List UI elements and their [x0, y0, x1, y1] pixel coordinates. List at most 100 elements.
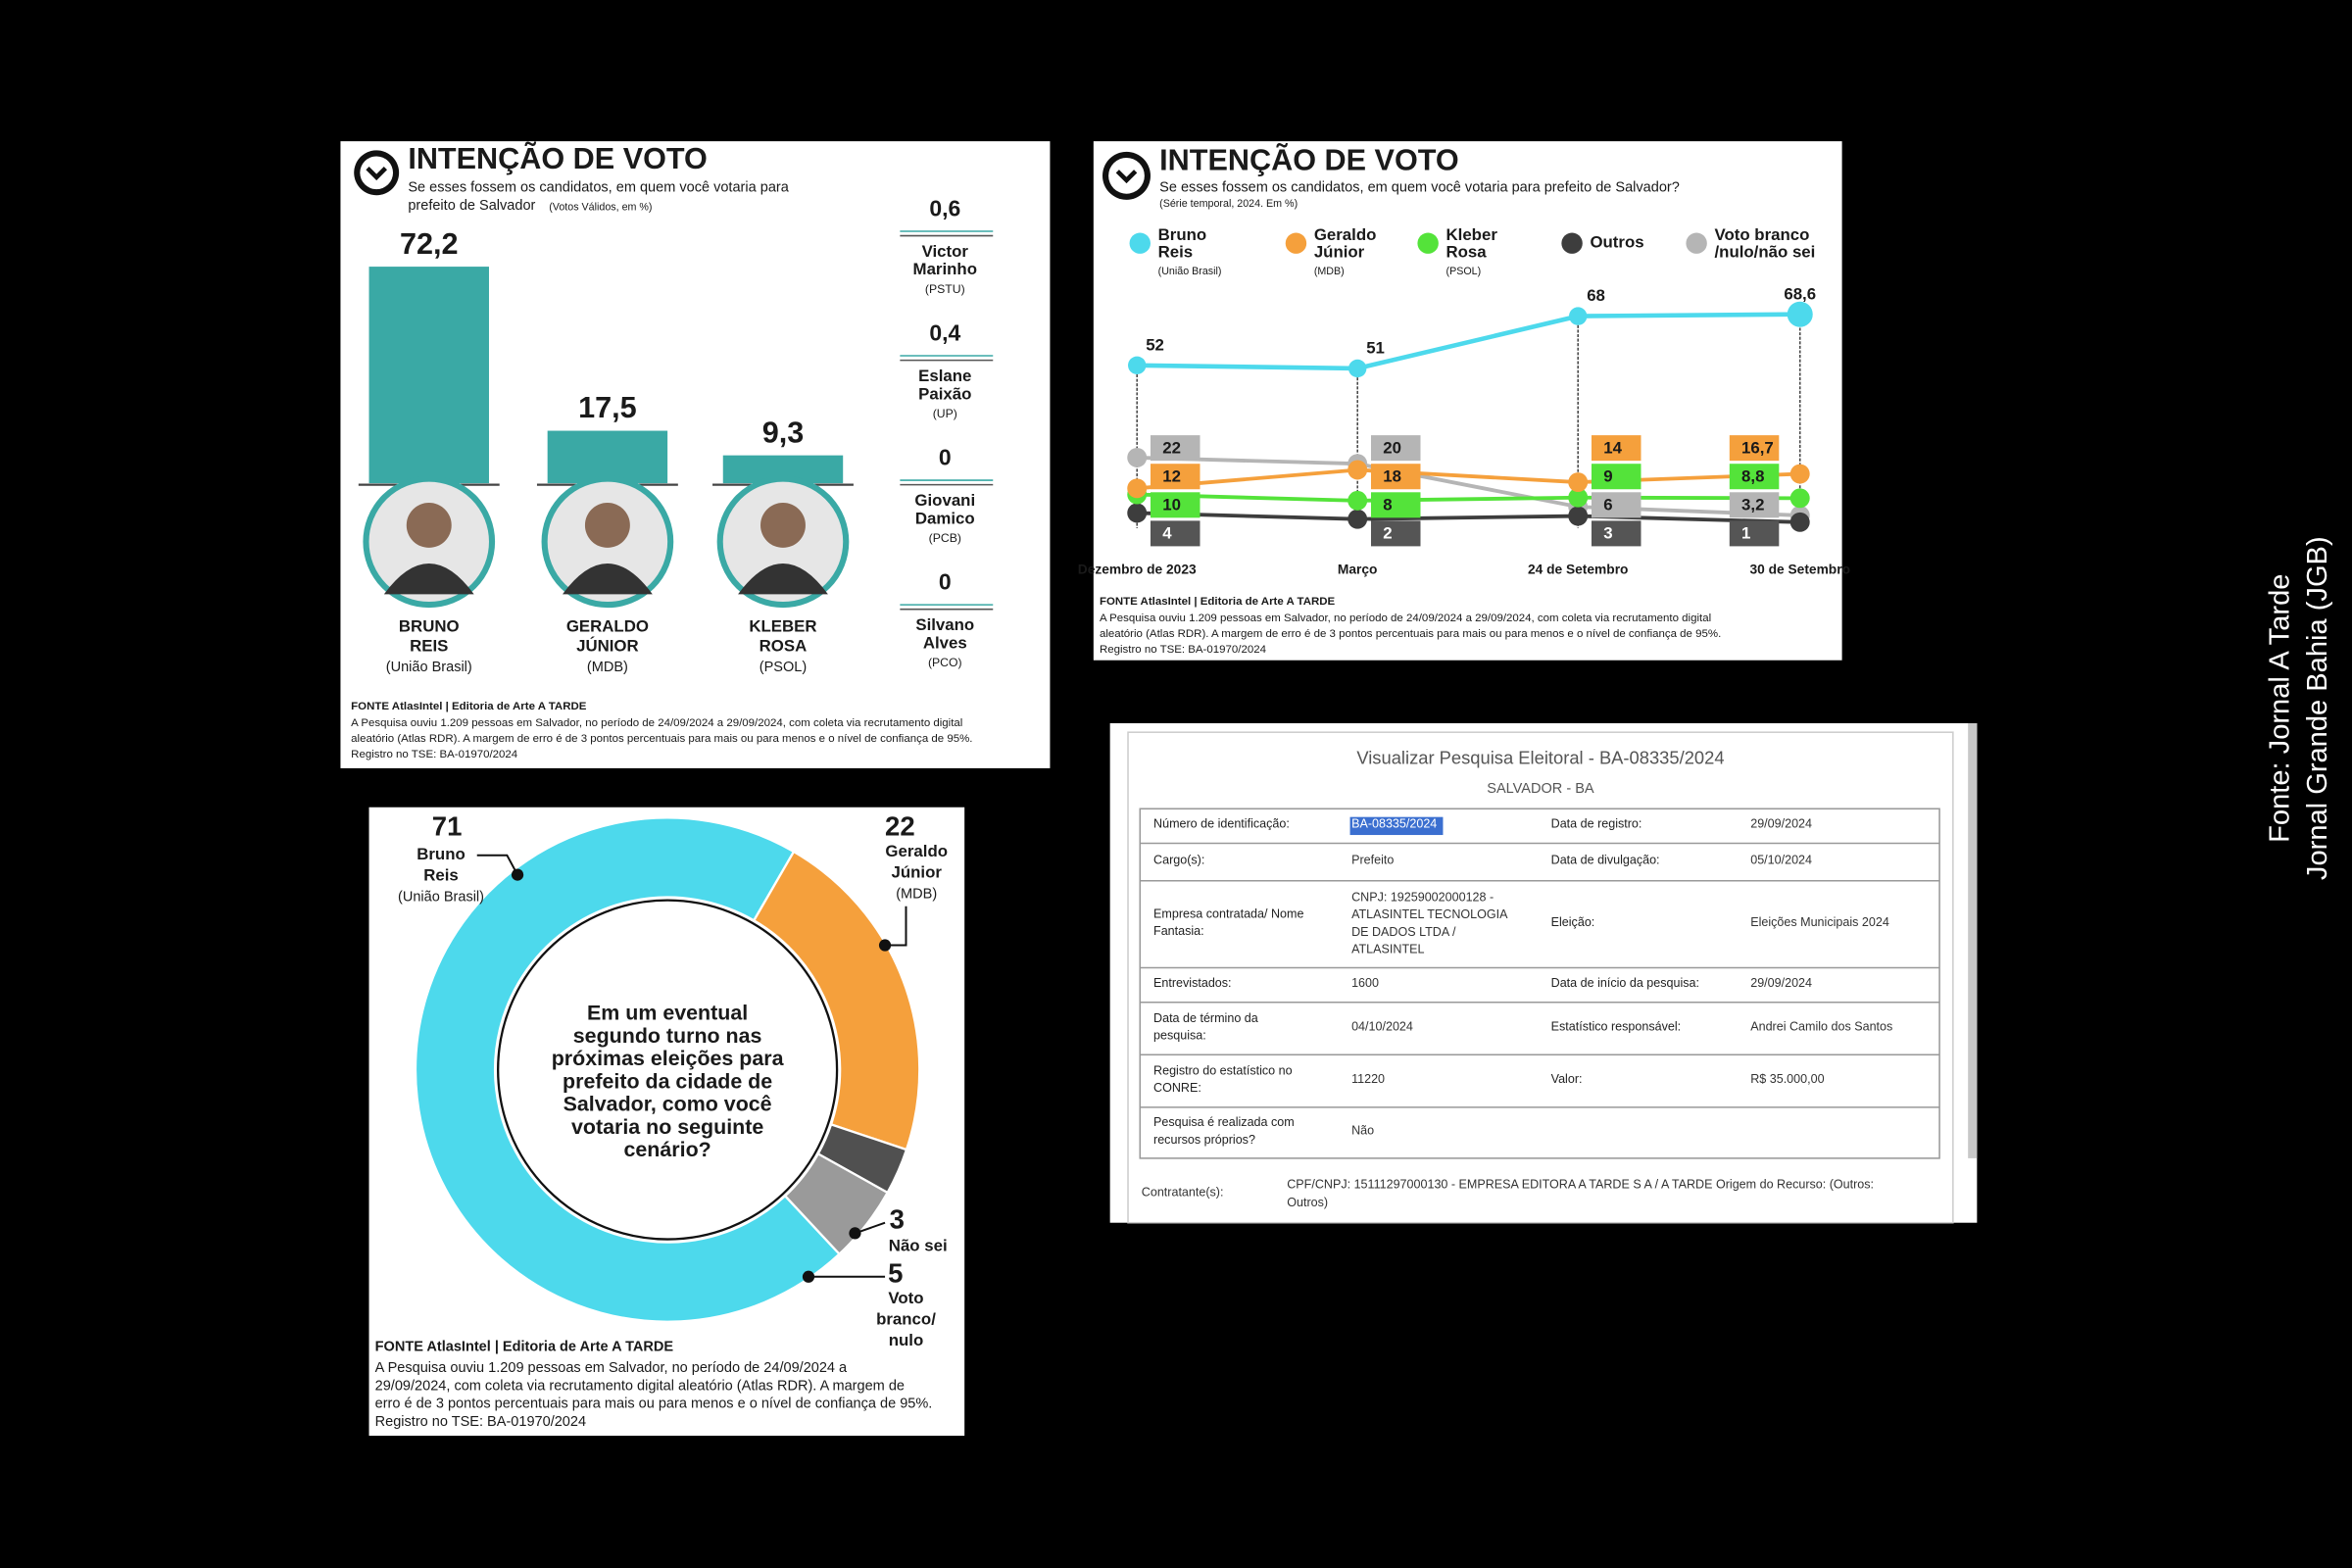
photo-body: [383, 564, 474, 595]
table-cell: CNPJ: 19259002000128 -: [1351, 891, 1494, 905]
point: [1789, 512, 1810, 532]
label-box: [1591, 464, 1642, 490]
note: A Pesquisa ouviu 1.209 pessoas em Salvad…: [351, 717, 962, 729]
value-label: 51: [1366, 338, 1385, 357]
question: segundo turno nas: [573, 1024, 762, 1048]
table-cell: 1600: [1351, 976, 1379, 990]
value-label: 68,6: [1784, 284, 1816, 303]
candidate-name: REIS: [410, 636, 448, 655]
value-label: 72,2: [400, 227, 459, 261]
point: [1787, 301, 1813, 327]
scrollbar[interactable]: [1968, 723, 1978, 1158]
contractor: Outros): [1287, 1196, 1328, 1209]
x-tick-label: Dezembro de 2023: [1078, 563, 1197, 577]
value-label: 9,3: [762, 416, 805, 449]
value-label: 2: [1383, 524, 1392, 543]
table-border: [1139, 808, 1940, 1159]
credit: Fonte: Jornal A Tarde: [2265, 574, 2296, 843]
subtitle: prefeito de Salvador: [408, 198, 535, 214]
party: (MDB): [587, 660, 628, 675]
legend-label: Voto branco: [1714, 225, 1809, 244]
unit-note: (Votos Válidos, em %): [549, 201, 652, 213]
candidate-name: Silvano: [915, 615, 974, 634]
candidate-name: Victor: [922, 242, 969, 261]
legend-marker: [1285, 232, 1307, 254]
note: A Pesquisa ouviu 1.209 pessoas em Salvad…: [375, 1360, 848, 1376]
x-tick-label: 30 de Setembro: [1749, 563, 1850, 577]
legend-party: (MDB): [1314, 266, 1345, 277]
slice-party: (MDB): [896, 886, 937, 902]
icon: [354, 150, 400, 196]
table-cell: Empresa contratada/ Nome: [1153, 906, 1303, 920]
leader-dot: [878, 939, 892, 952]
note: aleatório (Atlas RDR). A margem de erro …: [351, 733, 972, 745]
label-box: [1370, 492, 1421, 518]
leader-line: [476, 854, 518, 876]
legend-label: Júnior: [1314, 243, 1365, 262]
candidate-name: GERALDO: [566, 617, 649, 636]
value-label: 9: [1603, 466, 1612, 485]
table-frame: [1127, 731, 1954, 1224]
legend-marker: [1417, 232, 1439, 254]
value-label: 52: [1146, 335, 1164, 354]
point: [1128, 356, 1147, 374]
x-tick-label: Março: [1338, 563, 1378, 577]
table-cell: 05/10/2024: [1750, 853, 1812, 866]
point: [1127, 478, 1148, 499]
candidate-name: Alves: [923, 633, 967, 652]
slice-label: Júnior: [891, 863, 942, 882]
slice-label: Geraldo: [885, 842, 948, 860]
point: [1568, 487, 1589, 508]
table-subtitle: SALVADOR - BA: [1487, 781, 1594, 797]
inner-ring: [497, 899, 839, 1241]
table-cell: Entrevistados:: [1153, 976, 1232, 990]
note: aleatório (Atlas RDR). A margem de erro …: [1100, 628, 1721, 640]
legend-marker: [1561, 232, 1583, 254]
table-cell: DE DADOS LTDA /: [1351, 925, 1456, 939]
candidate-name: KLEBER: [749, 617, 816, 636]
candidate-name: JÚNIOR: [576, 636, 639, 655]
legend-party: (União Brasil): [1158, 266, 1222, 277]
slice: [414, 816, 842, 1323]
table-cell: BA-08335/2024: [1351, 817, 1437, 831]
value-label: 14: [1603, 438, 1622, 457]
party: (PSOL): [760, 660, 807, 675]
value-label: 16,7: [1741, 438, 1774, 457]
point: [1789, 464, 1810, 484]
value-label: 3,2: [1741, 496, 1764, 514]
table-cell: recursos próprios?: [1153, 1133, 1255, 1147]
slice-label: nulo: [889, 1331, 924, 1349]
label-box: [1591, 492, 1642, 518]
leader-dot: [511, 868, 524, 881]
value-label: 18: [1383, 466, 1401, 485]
label-box: [1729, 520, 1780, 547]
table-cell: Data de registro:: [1551, 817, 1642, 831]
legend-label: Bruno: [1158, 225, 1207, 244]
table-cell: Data de início da pesquisa:: [1551, 976, 1699, 990]
table-cell: CONRE:: [1153, 1081, 1201, 1095]
candidate-name: Eslane: [918, 367, 971, 385]
table-cell: Cargo(s):: [1153, 853, 1204, 866]
slice-label: Reis: [423, 866, 459, 885]
question: prefeito da cidade de: [563, 1069, 772, 1093]
value-label: 1: [1741, 524, 1750, 543]
slice-value: 71: [432, 810, 463, 841]
table-cell: R$ 35.000,00: [1750, 1072, 1824, 1086]
table-cell: Registro do estatístico no: [1153, 1063, 1293, 1077]
source: FONTE AtlasIntel | Editoria de Arte A TA…: [1100, 596, 1336, 608]
table-cell: Data de término da: [1153, 1011, 1258, 1025]
party: (União Brasil): [386, 660, 472, 675]
slice-label: Bruno: [416, 845, 466, 863]
slice-party: (União Brasil): [398, 889, 484, 905]
contractor-label: Contratante(s):: [1142, 1185, 1224, 1199]
party: (PSTU): [925, 282, 965, 296]
table-cell: 11220: [1351, 1072, 1385, 1086]
question: próximas eleições para: [552, 1047, 785, 1070]
photo-head: [584, 503, 630, 548]
slice-label: Não sei: [889, 1237, 948, 1255]
legend-label: Kleber: [1446, 225, 1498, 244]
party: (PCB): [929, 531, 961, 545]
legend-label: Reis: [1158, 243, 1194, 262]
label-box: [1150, 435, 1200, 462]
legend-marker: [1686, 232, 1707, 254]
